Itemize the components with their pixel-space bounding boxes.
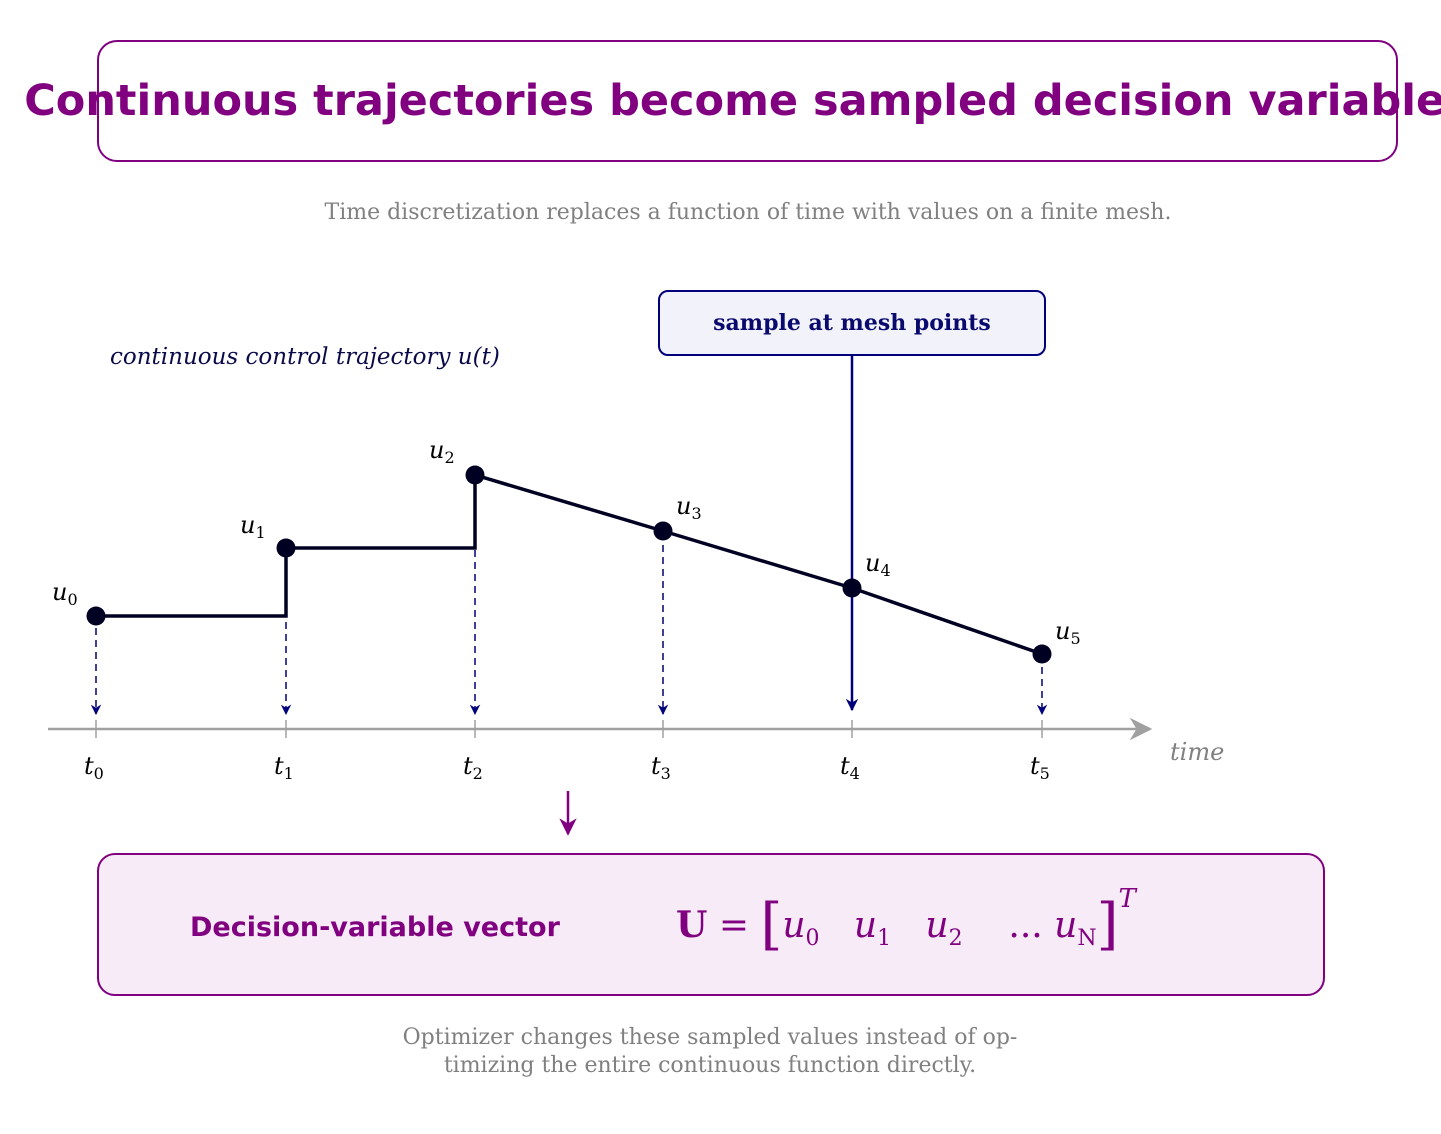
footnote: Optimizer changes these sampled values i…: [360, 1024, 1060, 1080]
sample-point-1: [276, 538, 296, 558]
vector-entry-0: u0: [782, 905, 820, 951]
decision-vector-equation: U = [u0 u1 u2 ... uN]T: [676, 884, 1136, 957]
sample-point-5: [1032, 644, 1052, 664]
left-bracket: [: [760, 892, 783, 957]
vector-entry-n: uN: [1054, 905, 1097, 951]
vector-entry-2: u2: [925, 905, 963, 951]
axis-label-time: time: [1170, 738, 1225, 766]
sampling-arrows: [90, 490, 1048, 716]
tick-label-t0: t0: [84, 752, 104, 783]
tick-label-t1: t1: [274, 752, 294, 783]
vector-equals: =: [718, 905, 750, 946]
footnote-line-2: timizing the entire continuous function …: [443, 1053, 977, 1078]
point-label-u2: u2: [429, 436, 455, 467]
sample-callout: sample at mesh points: [658, 290, 1046, 356]
subtitle: Time discretization replaces a function …: [324, 200, 1172, 225]
control-trajectory: [96, 472, 1043, 656]
sample-point-3: [653, 521, 673, 541]
point-label-u1: u1: [240, 511, 266, 542]
vector-entry-1: u1: [853, 905, 892, 951]
trajectory-label: continuous control trajectory u(t): [110, 344, 500, 370]
sample-point-4: [842, 578, 862, 598]
right-bracket: ]: [1096, 892, 1119, 957]
axis-ticks: [95, 720, 1043, 738]
point-label-u5: u5: [1055, 617, 1081, 648]
diagram-title: Continuous trajectories become sampled d…: [24, 76, 1441, 126]
vector-symbol: U: [676, 904, 708, 946]
sample-point-2: [465, 465, 485, 485]
sample-point-0: [86, 606, 106, 626]
tick-label-t4: t4: [840, 752, 860, 783]
point-label-u4: u4: [865, 549, 891, 580]
title-box: Continuous trajectories become sampled d…: [24, 40, 1441, 162]
decision-vector-box: [97, 853, 1325, 996]
footnote-line-1: Optimizer changes these sampled values i…: [402, 1025, 1018, 1050]
tick-label-t5: t5: [1030, 752, 1050, 783]
sample-callout-text: sample at mesh points: [713, 310, 991, 336]
sample-points: [86, 465, 1052, 664]
point-label-u0: u0: [52, 578, 78, 609]
transpose-superscript: T: [1118, 884, 1136, 914]
tick-label-t2: t2: [463, 752, 483, 783]
tick-label-t3: t3: [651, 752, 671, 783]
vector-entry-ellipsis: ...: [1008, 905, 1043, 946]
point-label-u3: u3: [676, 492, 702, 523]
decision-vector-label: Decision-variable vector: [190, 912, 560, 943]
